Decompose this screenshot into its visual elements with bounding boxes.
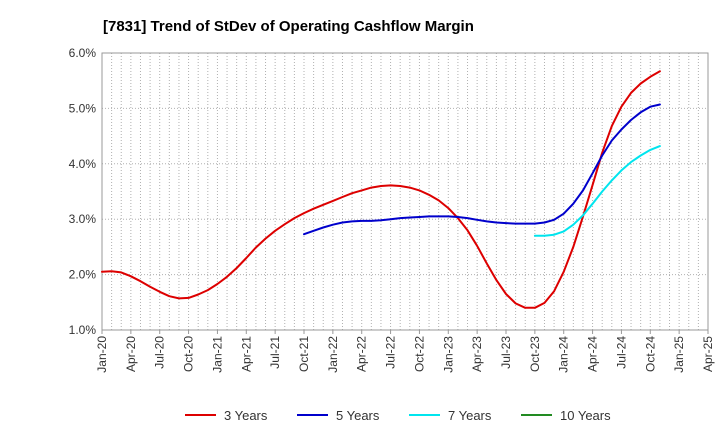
x-tick-label: Apr-24 (586, 336, 600, 372)
y-tick-label: 2.0% (69, 268, 97, 282)
x-tick-label: Apr-20 (124, 336, 138, 372)
y-tick-label: 1.0% (69, 323, 97, 337)
legend-label: 3 Years (224, 408, 268, 423)
legend-label: 7 Years (448, 408, 492, 423)
x-tick-label: Oct-24 (643, 336, 657, 372)
x-tick-label: Apr-22 (355, 336, 369, 372)
x-tick-label: Jan-23 (441, 336, 455, 373)
legend-label: 10 Years (560, 408, 611, 423)
x-tick-label: Jul-22 (384, 336, 398, 369)
x-tick-label: Oct-20 (182, 336, 196, 372)
x-tick-label: Apr-21 (239, 336, 253, 372)
x-tick-label: Jul-24 (614, 336, 628, 369)
x-axis: Jan-20 Apr-20 Jul-20 Oct-20 Jan-21 Apr-21 Jul-… (95, 330, 715, 373)
y-tick-label: 3.0% (69, 212, 97, 226)
x-tick-label: Oct-22 (412, 336, 426, 372)
x-tick-label: Apr-25 (701, 336, 715, 372)
plot-area (101, 52, 709, 331)
series-line-3-years (101, 70, 661, 309)
x-tick-label: Jan-21 (210, 336, 224, 373)
y-tick-label: 6.0% (69, 46, 97, 60)
x-tick-label: Jan-20 (95, 336, 109, 373)
x-tick-label: Apr-23 (470, 336, 484, 372)
series-line-5-years (303, 103, 661, 236)
x-tick-label: Jan-25 (672, 336, 686, 373)
y-axis: 1.0% 2.0% 3.0% 4.0% 5.0% 6.0% (69, 46, 97, 337)
x-tick-label: Oct-23 (528, 336, 542, 372)
x-tick-label: Jul-20 (153, 336, 167, 369)
legend: 3 Years 5 Years 7 Years 10 Years (185, 408, 611, 423)
x-tick-label: Jul-21 (268, 336, 282, 369)
y-tick-label: 4.0% (69, 157, 97, 171)
y-tick-label: 5.0% (69, 101, 97, 115)
x-tick-label: Jul-23 (499, 336, 513, 369)
gridlines (102, 53, 708, 330)
series-line-7-years (533, 145, 661, 237)
x-tick-label: Oct-21 (297, 336, 311, 372)
x-tick-label: Jan-22 (326, 336, 340, 373)
x-tick-label: Jan-24 (557, 336, 571, 373)
series-lines (101, 70, 661, 309)
chart-title: [7831] Trend of StDev of Operating Cashf… (103, 18, 474, 35)
legend-label: 5 Years (336, 408, 380, 423)
